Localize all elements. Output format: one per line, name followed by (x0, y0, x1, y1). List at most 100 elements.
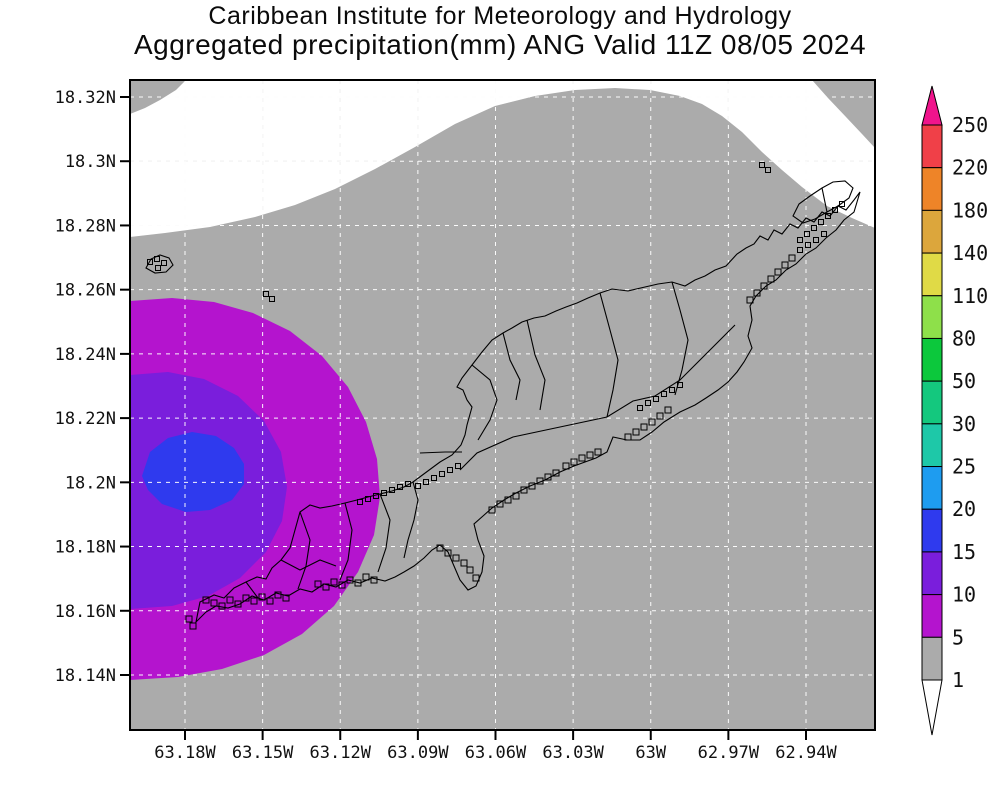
parcel-box (258, 593, 266, 601)
parcel-box (210, 599, 218, 607)
colorbar-tick-label: 20 (952, 497, 976, 521)
parcel-box (266, 597, 274, 605)
parcel-box (397, 484, 403, 490)
parcel-box (354, 579, 362, 587)
colorbar-legend: 250 220 180 140 110 80 50 30 25 20 15 10 5 1 (921, 85, 988, 736)
parcel-box (436, 544, 444, 552)
parcel-box (797, 237, 803, 243)
parcel-box (455, 463, 461, 469)
parcel-box (269, 296, 275, 302)
parcel-box (645, 400, 651, 406)
parcel-box (346, 576, 354, 584)
parcel-box (250, 597, 258, 605)
parcel-box (832, 207, 838, 213)
parcel-box (570, 458, 578, 466)
parcel-box (415, 483, 421, 489)
y-tick-label: 18.24N (55, 345, 116, 365)
parcel-box (242, 594, 250, 602)
parcel-box (578, 454, 586, 462)
parcel-box (189, 622, 197, 630)
parcel-box (759, 162, 765, 168)
x-tick-label: 62.94W (775, 743, 837, 763)
colorbar-tick-label: 250 (952, 113, 988, 137)
parcel-box (825, 213, 831, 219)
colorbar-tick-label: 180 (952, 198, 988, 222)
parcel-box (234, 600, 242, 608)
y-tick-label: 18.3N (65, 152, 116, 172)
parcel-box (632, 428, 640, 436)
colorbar-tick-label: 80 (952, 326, 976, 350)
x-tick-label: 63.03W (542, 743, 604, 763)
x-tick-label: 62.97W (698, 743, 760, 763)
parcel-box (373, 493, 379, 499)
parcel-box (452, 554, 460, 562)
gridlines-over (130, 80, 875, 730)
figure-title-institution: Caribbean Institute for Meteorology and … (208, 2, 792, 30)
parcel-box (781, 261, 789, 269)
parcel-box (263, 291, 269, 297)
colorbar-segment (921, 209, 943, 254)
parcel-box (218, 602, 226, 610)
parcel-box (624, 433, 632, 441)
parcel-box (161, 260, 167, 266)
map-plot-area (130, 80, 875, 730)
parcel-box (640, 423, 648, 431)
parcel-box (818, 219, 824, 225)
x-tick-label: 63W (635, 743, 666, 763)
island-interior-boundary (459, 324, 736, 471)
colorbar-top-arrow (921, 85, 943, 126)
y-tick-label: 18.18N (55, 538, 116, 558)
island-interior-boundary (403, 481, 419, 559)
colorbar-tick-label: 25 (952, 455, 976, 479)
parcel-box (669, 387, 675, 393)
colorbar-tick-label: 30 (952, 412, 976, 436)
parcel-box (405, 481, 411, 487)
parcel-box (648, 418, 656, 426)
colorbar-segment (921, 252, 943, 297)
parcel-box (528, 482, 536, 490)
parcel-box (765, 167, 771, 173)
island-outlines (145, 180, 861, 624)
parcel-box (512, 492, 520, 500)
parcel-box (562, 462, 570, 470)
y-tick-label: 18.16N (55, 602, 116, 622)
parcel-box (185, 615, 193, 623)
colorbar-segment (921, 124, 943, 169)
parcel-box (496, 500, 504, 508)
parcel-box (357, 499, 363, 505)
islet-dog-island (145, 254, 174, 274)
parcel-box (274, 591, 282, 599)
colorbar-bottom-arrow (921, 679, 943, 736)
parcel-box (202, 596, 210, 604)
parcel-box (811, 225, 817, 231)
x-tick-label: 63.09W (387, 743, 449, 763)
island-interior-boundary (280, 559, 337, 571)
island-interior-boundary (297, 511, 311, 590)
colorbar-tick-label: 5 (952, 625, 964, 649)
parcel-box (760, 282, 768, 290)
parcel-box (677, 382, 683, 388)
colorbar-segment (921, 508, 943, 553)
colorbar-segment (921, 551, 943, 596)
x-tick-label: 63.15W (232, 743, 294, 763)
parcel-box (431, 475, 437, 481)
figure-title-product: Aggregated precipitation(mm) ANG Valid 1… (133, 29, 867, 60)
island-interior-boundary (502, 332, 521, 401)
parcel-box (586, 451, 594, 459)
parcel-box (653, 396, 659, 402)
parcel-box (444, 549, 452, 557)
precip-band-15-20-region (142, 432, 244, 512)
parcel-box (423, 479, 429, 485)
islet-scrub-island-interior (821, 187, 828, 213)
parcel-box (322, 583, 330, 591)
parcel-box (338, 581, 346, 589)
parcel-box (821, 231, 827, 237)
parcel-box (466, 566, 474, 574)
parcel-box (226, 596, 234, 604)
x-tick-label: 63.06W (465, 743, 527, 763)
parcel-box (282, 594, 290, 602)
parcel-box (439, 471, 445, 477)
parcel-box (504, 496, 512, 504)
parcel-box (488, 506, 496, 514)
axes: 18.32N 18.3N 18.28N 18.26N 18.24N 18.22N 18.2N… (55, 88, 838, 763)
